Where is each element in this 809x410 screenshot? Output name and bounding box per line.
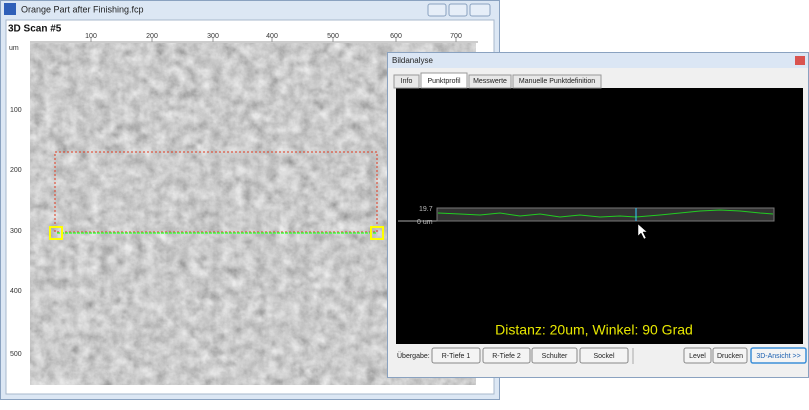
- button[interactable]: [712, 347, 748, 364]
- tab[interactable]: [468, 74, 512, 89]
- tab-label: Messwerte: [473, 78, 507, 85]
- scan-label: 3D Scan #5: [8, 24, 62, 35]
- top-ruler-label: 100: [85, 33, 97, 40]
- button[interactable]: [683, 347, 712, 364]
- marker[interactable]: [370, 226, 384, 240]
- top-ruler-label: 700: [450, 33, 462, 40]
- button-label: Drucken: [717, 353, 743, 360]
- button[interactable]: [482, 347, 531, 364]
- selection-rect: [54, 151, 378, 233]
- button-label: Schulter: [542, 353, 568, 360]
- tab-selected[interactable]: [420, 72, 468, 89]
- app-icon: [4, 3, 16, 15]
- button[interactable]: [579, 347, 629, 364]
- minimize-button[interactable]: [427, 3, 447, 17]
- tab-label: Manuelle Punktdefinition: [519, 78, 595, 85]
- button-label: Level: [689, 353, 706, 360]
- left-ruler-label: 500: [10, 351, 22, 358]
- button-label: R-Tiefe 2: [492, 353, 521, 360]
- left-ruler-label: 400: [10, 288, 22, 295]
- button-label: R-Tiefe 1: [442, 353, 471, 360]
- top-ruler-label: 400: [266, 33, 278, 40]
- profile-top-label: 19.7: [419, 206, 433, 213]
- tab[interactable]: [512, 74, 602, 89]
- profile-band: [436, 207, 775, 222]
- left-ruler-label: 100: [10, 107, 22, 114]
- close-button[interactable]: [795, 56, 805, 65]
- result-text: Distanz: 20um, Winkel: 90 Grad: [495, 322, 693, 338]
- top-ruler-label: 300: [207, 33, 219, 40]
- button[interactable]: [431, 347, 481, 364]
- tab-label: Info: [401, 78, 413, 85]
- mouse-cursor: [637, 223, 648, 240]
- button-label: Sockel: [593, 353, 614, 360]
- top-ruler-label: 500: [327, 33, 339, 40]
- analysis-titlebar: [388, 53, 808, 68]
- maximize-button[interactable]: [448, 3, 468, 17]
- transfer-label: Übergabe:: [397, 352, 430, 360]
- window-title: Orange Part after Finishing.fcp: [21, 4, 144, 14]
- unit-label: um: [9, 45, 19, 52]
- marker[interactable]: [49, 226, 63, 240]
- top-ruler-label: 600: [390, 33, 402, 40]
- analysis-title: Bildanalyse: [392, 56, 433, 65]
- button-label: 3D-Ansicht >>: [756, 353, 800, 360]
- profile-zero-label: 0 um: [417, 219, 433, 226]
- button[interactable]: [750, 347, 807, 364]
- profile-curve: [437, 209, 774, 218]
- tab-label: Punktprofil: [427, 78, 461, 85]
- left-ruler-label: 200: [10, 167, 22, 174]
- left-ruler-label: 300: [10, 228, 22, 235]
- button[interactable]: [531, 347, 578, 364]
- tab[interactable]: [393, 74, 420, 89]
- top-ruler-label: 200: [146, 33, 158, 40]
- close-button[interactable]: [469, 3, 491, 17]
